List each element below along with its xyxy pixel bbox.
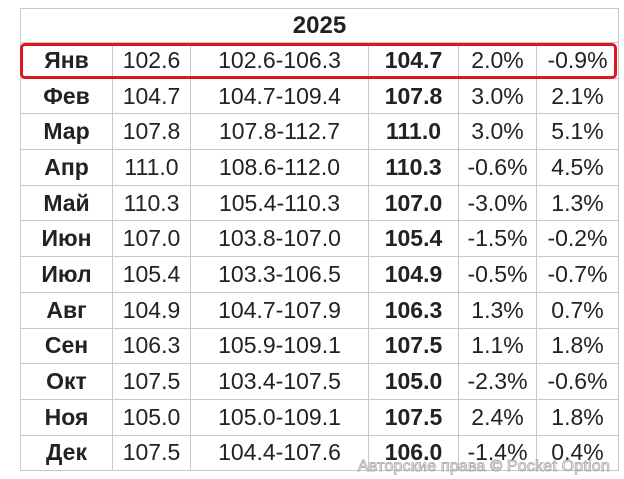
total-change-cell: 5.1% [536, 113, 619, 151]
month-cell: Ноя [20, 398, 113, 436]
month-cell: Июл [20, 256, 113, 293]
close-price-cell: 104.9 [368, 256, 459, 293]
close-price-cell: 105.4 [368, 220, 459, 258]
table-row: Мар 107.8 107.8-112.7 111.0 3.0% 5.1% [20, 113, 619, 151]
table-row: Апр 111.0 108.6-112.0 110.3 -0.6% 4.5% [20, 149, 619, 186]
close-price-cell: 106.0 [368, 434, 459, 472]
close-price-cell: 107.5 [368, 398, 459, 436]
total-change-cell: -0.7% [536, 256, 619, 293]
year-header: 2025 [20, 8, 619, 43]
monthly-change-cell: 3.0% [458, 113, 537, 151]
forecast-table: 2025 Янв 102.6 102.6-106.3 104.7 2.0% -0.9% Фе… [20, 8, 619, 472]
monthly-change-cell: -2.3% [458, 363, 537, 400]
month-cell: Окт [20, 363, 113, 400]
monthly-change-cell: -3.0% [458, 184, 537, 222]
month-cell: Апр [20, 149, 113, 186]
open-price-cell: 107.5 [112, 434, 191, 472]
price-range-cell: 105.0-109.1 [190, 398, 369, 436]
month-cell: Июн [20, 220, 113, 258]
close-price-cell: 107.0 [368, 184, 459, 222]
price-range-cell: 103.8-107.0 [190, 220, 369, 258]
monthly-change-cell: -1.5% [458, 220, 537, 258]
close-price-cell: 107.8 [368, 77, 459, 115]
total-change-cell: 2.1% [536, 77, 619, 115]
open-price-cell: 105.0 [112, 398, 191, 436]
month-cell: Янв [20, 42, 113, 79]
open-price-cell: 107.5 [112, 363, 191, 400]
close-price-cell: 106.3 [368, 291, 459, 329]
open-price-cell: 107.0 [112, 220, 191, 258]
monthly-change-cell: 3.0% [458, 77, 537, 115]
total-change-cell: 1.8% [536, 398, 619, 436]
table-row: Сен 106.3 105.9-109.1 107.5 1.1% 1.8% [20, 327, 619, 365]
total-change-cell: 0.7% [536, 291, 619, 329]
table-row: Янв 102.6 102.6-106.3 104.7 2.0% -0.9% [20, 42, 619, 79]
month-cell: Фев [20, 77, 113, 115]
price-range-cell: 104.7-109.4 [190, 77, 369, 115]
total-change-cell: 4.5% [536, 149, 619, 186]
monthly-change-cell: 1.3% [458, 291, 537, 329]
month-cell: Сен [20, 327, 113, 365]
total-change-cell: -0.2% [536, 220, 619, 258]
open-price-cell: 110.3 [112, 184, 191, 222]
price-range-cell: 105.4-110.3 [190, 184, 369, 222]
close-price-cell: 110.3 [368, 149, 459, 186]
close-price-cell: 107.5 [368, 327, 459, 365]
open-price-cell: 111.0 [112, 149, 191, 186]
month-cell: Дек [20, 434, 113, 472]
open-price-cell: 104.7 [112, 77, 191, 115]
open-price-cell: 107.8 [112, 113, 191, 151]
total-change-cell: 1.8% [536, 327, 619, 365]
price-range-cell: 102.6-106.3 [190, 42, 369, 79]
total-change-cell: 0.4% [536, 434, 619, 472]
price-range-cell: 108.6-112.0 [190, 149, 369, 186]
table-row: Июн 107.0 103.8-107.0 105.4 -1.5% -0.2% [20, 220, 619, 258]
monthly-change-cell: 2.0% [458, 42, 537, 79]
close-price-cell: 104.7 [368, 42, 459, 79]
monthly-change-cell: -0.5% [458, 256, 537, 293]
price-range-cell: 107.8-112.7 [190, 113, 369, 151]
table-row: Июл 105.4 103.3-106.5 104.9 -0.5% -0.7% [20, 256, 619, 293]
price-range-cell: 105.9-109.1 [190, 327, 369, 365]
table-row: Ноя 105.0 105.0-109.1 107.5 2.4% 1.8% [20, 398, 619, 436]
table-row: Авг 104.9 104.7-107.9 106.3 1.3% 0.7% [20, 291, 619, 329]
total-change-cell: -0.6% [536, 363, 619, 400]
monthly-change-cell: -0.6% [458, 149, 537, 186]
price-range-cell: 104.7-107.9 [190, 291, 369, 329]
monthly-change-cell: -1.4% [458, 434, 537, 472]
open-price-cell: 104.9 [112, 291, 191, 329]
close-price-cell: 111.0 [368, 113, 459, 151]
close-price-cell: 105.0 [368, 363, 459, 400]
total-change-cell: 1.3% [536, 184, 619, 222]
copyright-watermark: Авторские права © Pocket Option [357, 458, 610, 476]
month-cell: Мар [20, 113, 113, 151]
table-row: Май 110.3 105.4-110.3 107.0 -3.0% 1.3% [20, 184, 619, 222]
price-range-cell: 104.4-107.6 [190, 434, 369, 472]
open-price-cell: 105.4 [112, 256, 191, 293]
table-row: Окт 107.5 103.4-107.5 105.0 -2.3% -0.6% [20, 363, 619, 400]
total-change-cell: -0.9% [536, 42, 619, 79]
month-cell: Авг [20, 291, 113, 329]
open-price-cell: 102.6 [112, 42, 191, 79]
table-body: 2025 Янв 102.6 102.6-106.3 104.7 2.0% -0.9% Фе… [20, 8, 619, 472]
table-row: Фев 104.7 104.7-109.4 107.8 3.0% 2.1% [20, 77, 619, 115]
table-row: Дек 107.5 104.4-107.6 106.0 -1.4% 0.4% [20, 434, 619, 472]
monthly-change-cell: 2.4% [458, 398, 537, 436]
open-price-cell: 106.3 [112, 327, 191, 365]
price-range-cell: 103.3-106.5 [190, 256, 369, 293]
price-range-cell: 103.4-107.5 [190, 363, 369, 400]
month-cell: Май [20, 184, 113, 222]
monthly-change-cell: 1.1% [458, 327, 537, 365]
year-header-row: 2025 [20, 8, 619, 43]
